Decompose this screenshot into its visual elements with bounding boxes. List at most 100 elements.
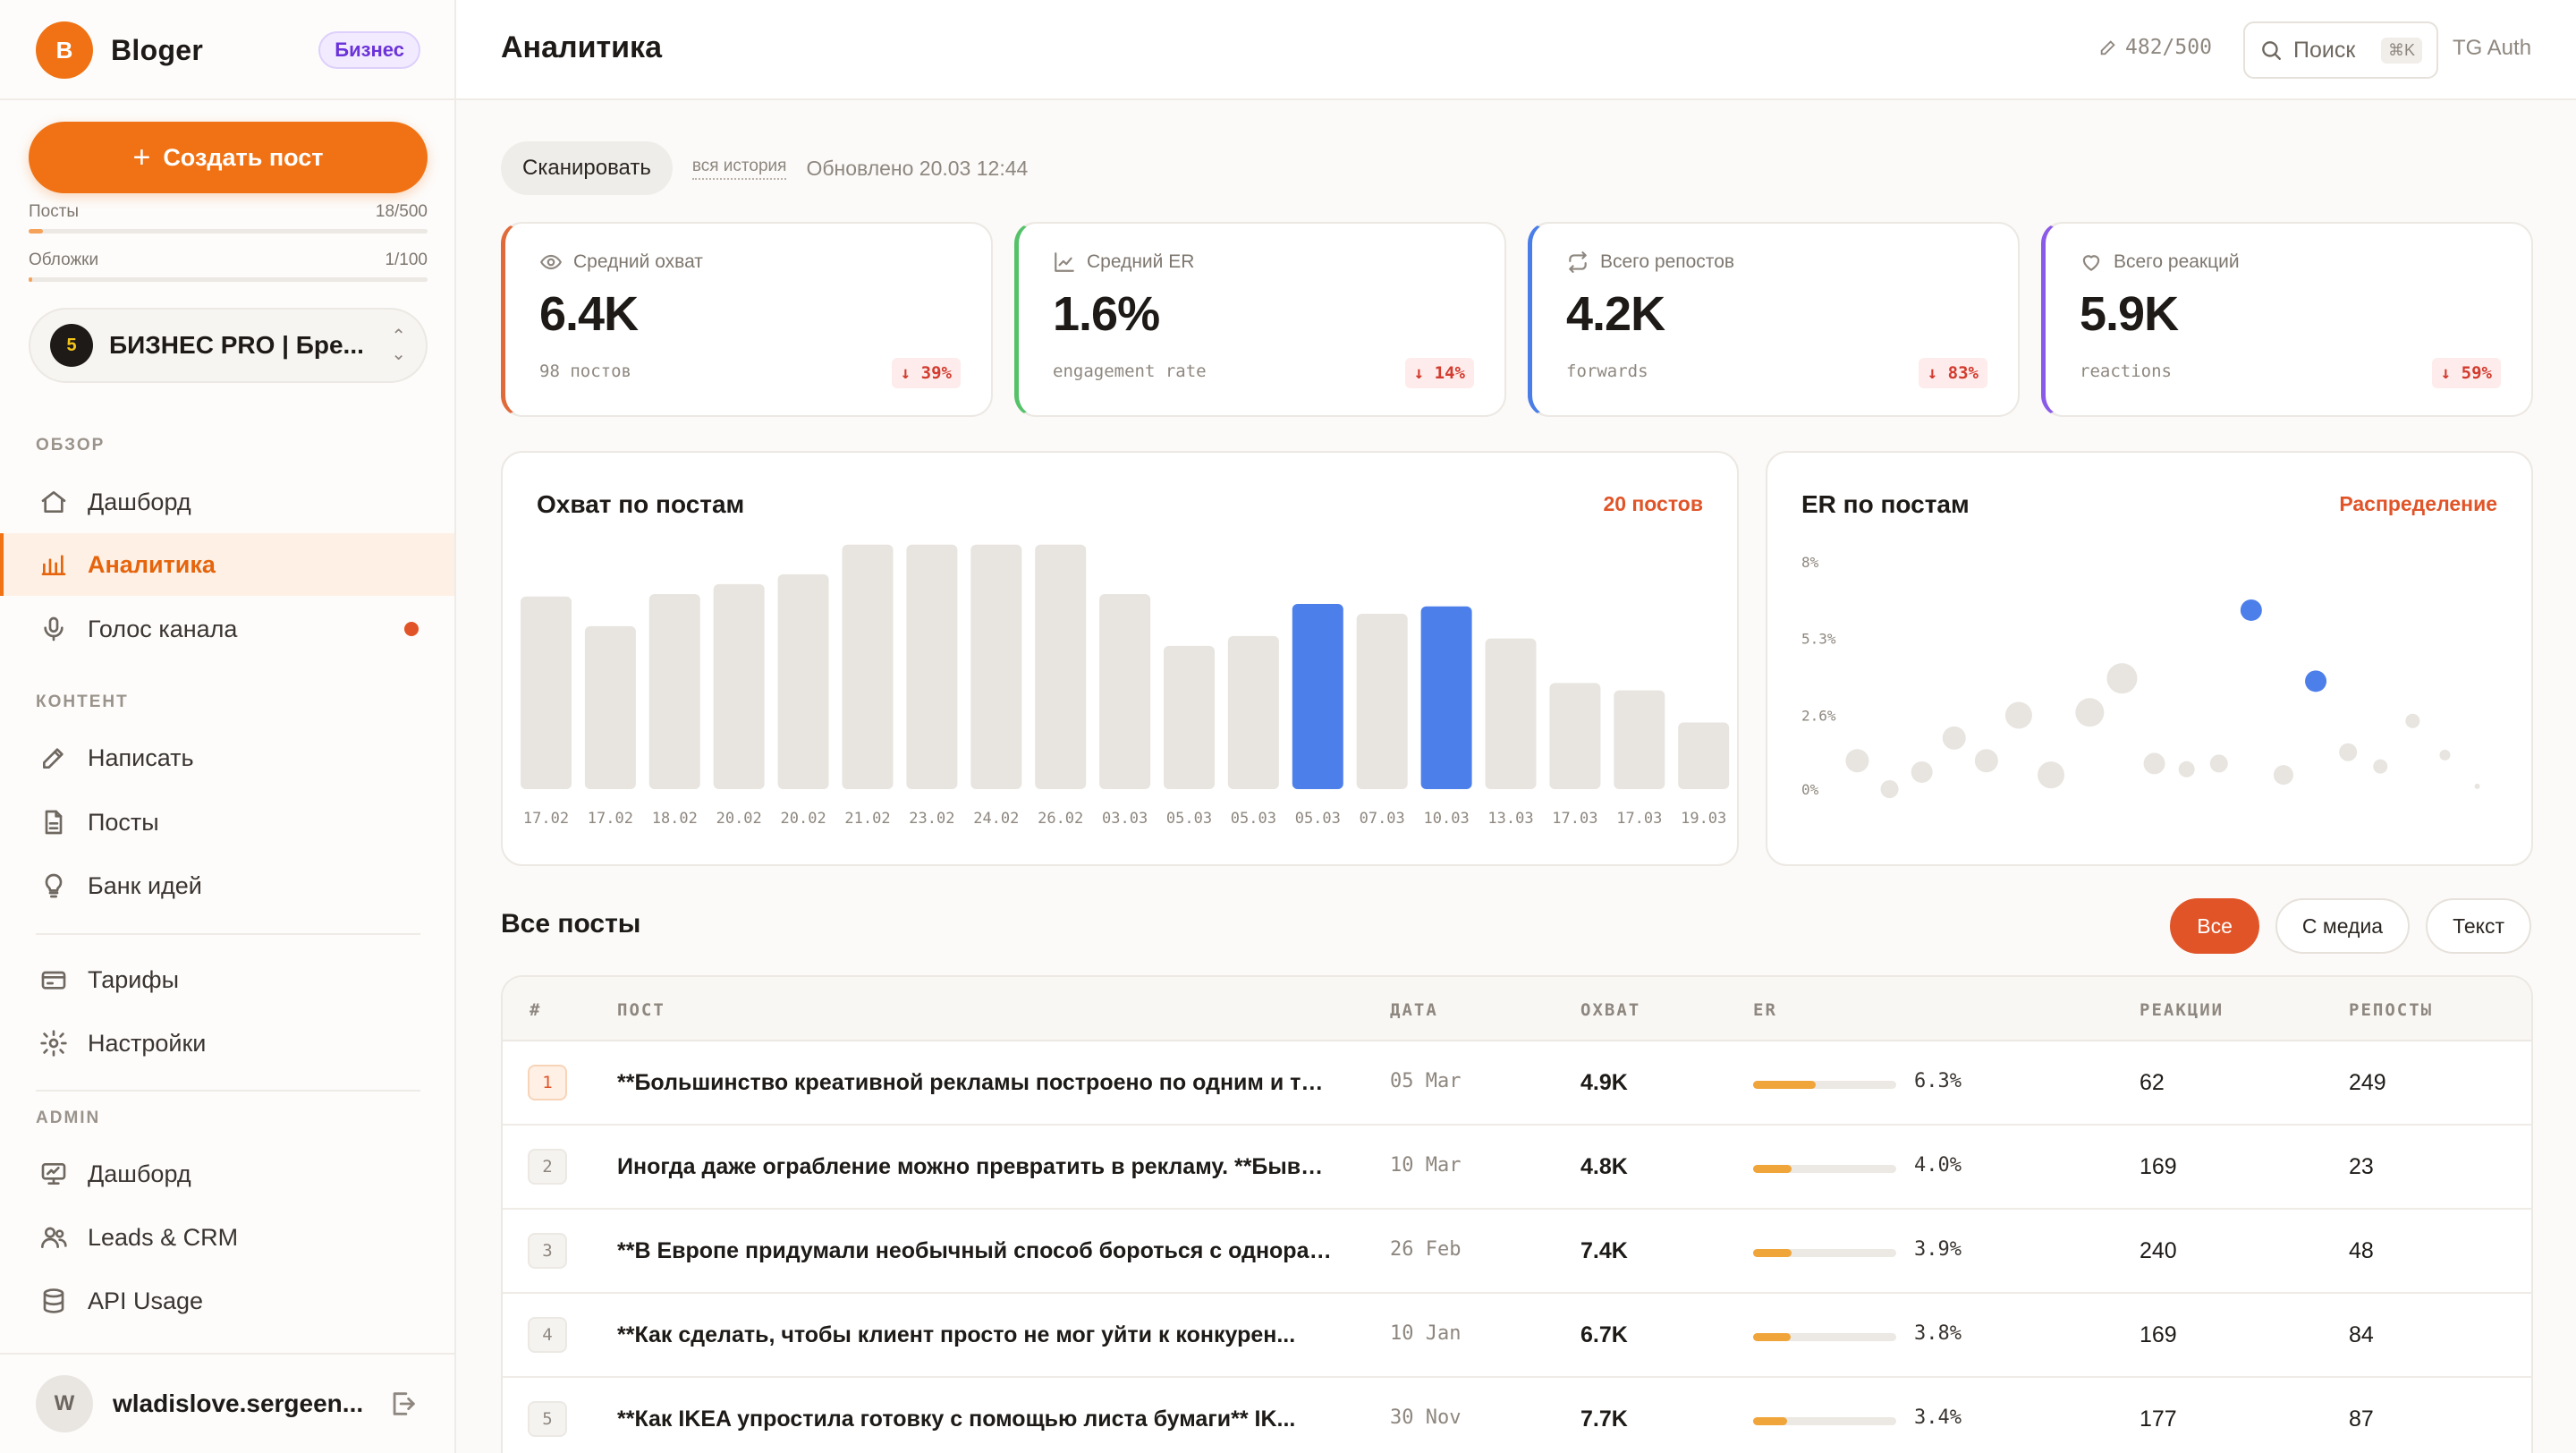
column-header-date[interactable]: ДАТА [1390,1000,1438,1020]
kpi-subtitle: engagement rate [1053,361,1207,381]
reach-bar[interactable] [521,596,572,789]
er-point[interactable] [1942,726,1966,750]
reach-bar[interactable] [970,544,1022,789]
table-row[interactable]: 3 **В Европе придумали необычный способ б… [503,1210,2531,1294]
column-header-reach[interactable]: ОХВАТ [1580,1000,1641,1020]
column-header-reactions[interactable]: РЕАКЦИИ [2140,1000,2224,1020]
brand-name[interactable]: Bloger [111,33,204,66]
search-button[interactable]: Поиск ⌘K [2243,21,2438,79]
er-point[interactable] [2004,701,2032,729]
reach-bar[interactable] [1356,614,1408,789]
usage-value: 482/500 [2125,36,2212,59]
reach-bar[interactable] [713,583,765,789]
kpi-delta-badge: ↓ 59% [2431,358,2501,388]
er-point[interactable] [2474,783,2480,789]
reach-bar[interactable] [1227,635,1279,789]
reach-bar[interactable] [1614,690,1665,789]
er-point[interactable] [2075,698,2105,727]
x-tick-label: 05.03 [1166,810,1212,828]
er-point[interactable] [2143,752,2165,775]
er-point[interactable] [2273,765,2293,786]
post-reposts: 87 [2349,1406,2374,1432]
sidebar-item-ideas[interactable]: Банк идей [0,854,454,917]
row-number: 4 [528,1317,567,1353]
reach-bar[interactable] [648,593,700,789]
sidebar-item-leads-crm[interactable]: Leads & CRM [0,1206,454,1269]
er-point[interactable] [1845,749,1869,773]
sidebar-item-channel-voice[interactable]: Голос канала [0,598,454,660]
reach-bar[interactable] [1549,683,1601,789]
scan-button[interactable]: Сканировать [501,141,673,195]
sidebar-item-api-usage[interactable]: API Usage [0,1270,454,1332]
er-point[interactable] [2209,754,2228,773]
er-point[interactable] [2305,670,2327,693]
reach-bar[interactable] [1292,604,1343,789]
filter-media-button[interactable]: С медиа [2275,898,2411,954]
kpi-subtitle: forwards [1566,361,1648,381]
post-title[interactable]: **Как сделать, чтобы клиент просто не мо… [617,1322,1296,1347]
logout-icon[interactable] [388,1389,419,1419]
post-title[interactable]: **Большинство креативной рекламы построе… [617,1070,1333,1095]
reach-bar[interactable] [906,544,958,789]
post-title[interactable]: Иногда даже ограбление можно превратить … [617,1154,1333,1179]
er-point[interactable] [1880,780,1899,798]
table-row[interactable]: 5 **Как IKEA упростила готовку с помощью … [503,1378,2531,1453]
tg-auth-link[interactable]: TG Auth [2453,36,2532,60]
column-header-post[interactable]: ПОСТ [617,1000,665,1020]
post-reactions: 169 [2140,1154,2177,1179]
search-icon [2262,41,2281,60]
database-icon [43,1288,64,1313]
column-header-reposts[interactable]: РЕПОСТЫ [2349,1000,2434,1020]
reach-bar[interactable] [1485,638,1537,789]
er-point[interactable] [2106,663,2138,694]
reach-bar[interactable] [842,544,894,789]
reach-bar[interactable] [584,625,636,789]
table-row[interactable]: 1 **Большинство креативной рекламы постро… [503,1041,2531,1126]
er-point[interactable] [2373,759,2388,774]
reach-bar[interactable] [777,574,829,789]
reach-bar[interactable] [1099,593,1151,789]
sidebar-item-write[interactable]: Написать [0,726,454,789]
sidebar-item-admin-dashboard[interactable]: Дашборд [0,1143,454,1205]
er-point[interactable] [2405,713,2420,728]
create-post-button[interactable]: + Создать пост [29,122,428,193]
user-profile[interactable]: W wladislove.sergeen... [0,1353,454,1453]
sidebar-item-plans[interactable]: Тарифы [0,948,454,1011]
kpi-label: Всего реакций [2114,251,2240,272]
er-point[interactable] [2240,599,2262,621]
column-header-er[interactable]: ER [1753,1000,1777,1020]
covers-quota-bar [29,277,428,282]
brand-logo[interactable]: B [36,21,93,79]
channel-name: БИЗНЕС PRO | Бре... [109,331,364,359]
repeat-icon [1569,251,1587,273]
sidebar-item-analytics[interactable]: Аналитика [0,533,454,596]
er-point[interactable] [1974,749,1998,773]
reach-bar[interactable] [1420,606,1472,789]
er-point[interactable] [2439,749,2451,760]
er-point[interactable] [2038,761,2065,789]
table-row[interactable]: 2 Иногда даже ограбление можно превратить… [503,1126,2531,1210]
history-link[interactable]: вся история [691,157,787,180]
plus-icon: + [132,140,151,174]
reach-bar[interactable] [1035,544,1087,789]
sidebar-item-label: Настройки [88,1029,207,1057]
post-title[interactable]: **В Европе придумали необычный способ бо… [617,1238,1333,1263]
filter-all-button[interactable]: Все [2170,898,2259,954]
reach-chart-count-link[interactable]: 20 постов [1603,492,1703,515]
post-title[interactable]: **Как IKEA упростила готовку с помощью л… [617,1406,1296,1432]
covers-quota-value: 1/100 [385,251,428,269]
er-distribution-link[interactable]: Распределение [2339,492,2497,515]
sidebar-item-dashboard[interactable]: Дашборд [0,471,454,533]
er-point[interactable] [2178,760,2195,777]
reach-bar[interactable] [1678,722,1730,789]
sidebar-item-settings[interactable]: Настройки [0,1012,454,1075]
reach-bar[interactable] [1164,645,1215,789]
sidebar-item-posts[interactable]: Посты [0,791,454,854]
er-point[interactable] [1911,760,1933,783]
chevron-updown-icon: ⌃ ⌄ [391,327,406,364]
table-row[interactable]: 4 **Как сделать, чтобы клиент просто не м… [503,1294,2531,1378]
channel-selector[interactable]: 5 БИЗНЕС PRO | Бре... ⌃ ⌄ [29,308,428,383]
er-point[interactable] [2339,743,2358,761]
filter-text-button[interactable]: Текст [2426,898,2531,954]
plan-badge: Бизнес [318,31,420,69]
